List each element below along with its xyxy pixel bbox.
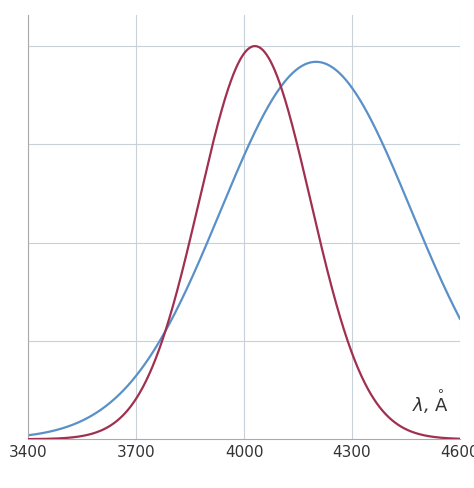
Text: $\lambda$, $\overset{\circ}{\mathrm{A}}$: $\lambda$, $\overset{\circ}{\mathrm{A}}$ (412, 387, 449, 416)
